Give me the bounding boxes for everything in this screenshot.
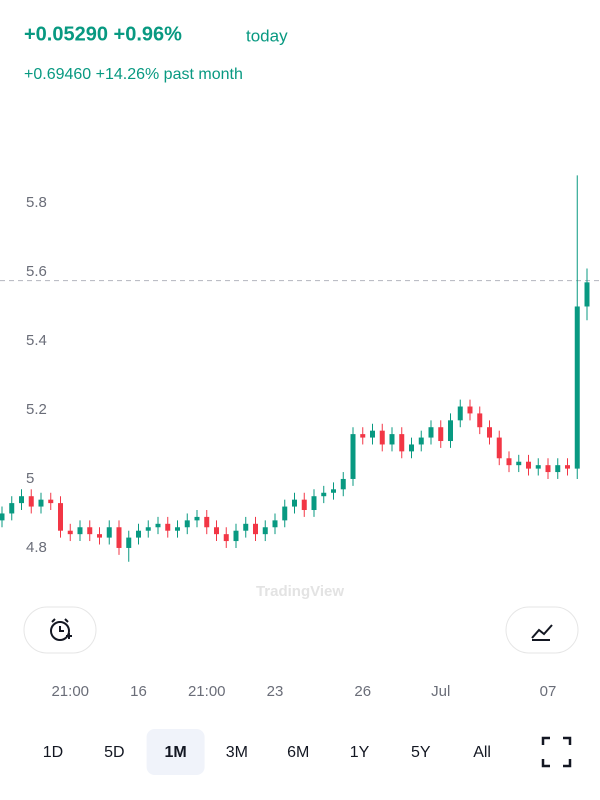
y-tick-label: 5.8 (26, 194, 47, 211)
candle-body (0, 513, 5, 521)
candle-body (67, 530, 73, 535)
candle-body (301, 499, 307, 511)
range-button[interactable]: 5Y (411, 744, 431, 761)
candle-body (233, 530, 239, 542)
candle-body (175, 527, 180, 531)
candle-body (282, 506, 288, 521)
y-tick-label: 4.8 (26, 539, 47, 556)
plot: TradingView 4.8 5 5.2 5.4 5.6 5.8 21:00 16 21:00 2… (0, 175, 600, 700)
candle-body (28, 496, 34, 507)
indicator-button[interactable] (505, 606, 579, 654)
candle-body (360, 434, 366, 438)
y-tick-label: 5.2 (26, 401, 47, 418)
candle-body (292, 499, 297, 507)
candle-body (467, 406, 473, 414)
candle-body (340, 478, 346, 490)
candle-body (106, 527, 112, 538)
candle-body (418, 437, 424, 445)
candle-body (535, 465, 541, 469)
candle-body (19, 496, 24, 504)
range-button[interactable]: 1Y (350, 744, 370, 761)
candle-body (487, 427, 492, 438)
candle-body (399, 434, 405, 452)
candle-body (448, 420, 453, 442)
x-tick-label: 26 (354, 683, 371, 700)
alert-button[interactable] (23, 606, 97, 654)
candle-body (574, 306, 580, 469)
candle-body (87, 527, 93, 535)
candle-body (145, 527, 151, 531)
candle-body (204, 516, 210, 528)
candle-body (184, 520, 190, 528)
range-bar: 1D 5D 1M 3M 6M 1Y 5Y All (43, 729, 491, 775)
candle-body (48, 499, 54, 504)
candle-body (409, 444, 414, 452)
candle-body (370, 430, 375, 438)
candle-body (243, 523, 249, 531)
candle-body (389, 434, 395, 445)
candle-body (214, 527, 219, 535)
candle-body (38, 499, 44, 507)
candle-body (516, 461, 522, 466)
fullscreen-icon[interactable] (541, 736, 572, 768)
candle-body (457, 406, 463, 421)
candle-body (223, 534, 229, 542)
candle-body (311, 496, 317, 511)
range-button[interactable]: 1D (43, 744, 63, 761)
alert-icon-lines (51, 618, 72, 639)
x-tick-label: 21:00 (51, 683, 89, 700)
candle-body (321, 492, 327, 497)
candle-body (331, 489, 336, 493)
candle-body (379, 430, 385, 445)
candle-body (262, 527, 268, 535)
candle-body (350, 434, 356, 479)
candle-body (506, 458, 512, 466)
candle-body (116, 527, 122, 548)
candle-body (477, 413, 483, 428)
candle-body (545, 465, 551, 473)
candle-body (428, 427, 434, 438)
candle-body (272, 520, 278, 528)
candle-body (136, 530, 141, 538)
candle-body (584, 282, 590, 307)
candle-body (97, 534, 102, 538)
range-button[interactable]: 5D (104, 744, 124, 761)
candle-body (77, 527, 83, 535)
x-tick-label: 21:00 (188, 683, 226, 700)
candle-body (194, 516, 200, 521)
x-tick-label: 07 (540, 683, 557, 700)
watermark: TradingView (256, 583, 344, 600)
range-button[interactable]: 3M (226, 744, 248, 761)
range-button[interactable]: 6M (287, 744, 309, 761)
candle-body (58, 503, 63, 531)
x-tick-label: 16 (130, 683, 147, 700)
candle-body (565, 465, 570, 469)
candle-body (253, 523, 258, 535)
x-tick-label: Jul (431, 683, 450, 700)
change-month: +0.69460 +14.26% past month (24, 66, 243, 83)
y-tick-label: 5 (26, 470, 34, 487)
x-tick-label: 23 (267, 683, 284, 700)
change-today: +0.05290 +0.96% (24, 23, 182, 45)
range-selected-bg (146, 729, 205, 775)
indicator-icon (531, 624, 553, 641)
candle-body (526, 461, 531, 469)
range-button[interactable]: All (473, 744, 491, 761)
y-tick-label: 5.4 (26, 332, 47, 349)
candle-body (496, 437, 502, 459)
candle-body (9, 503, 15, 514)
today-label: today (246, 26, 288, 45)
indicator-button-bg[interactable] (505, 606, 579, 654)
y-tick-label: 5.6 (26, 263, 47, 280)
candle-body (165, 523, 171, 531)
candle-body (126, 537, 132, 548)
candle-body (555, 465, 561, 473)
range-button[interactable]: 1M (164, 744, 186, 761)
candle-body (438, 427, 444, 442)
candle-body (155, 523, 161, 528)
alert-icon (50, 621, 70, 641)
